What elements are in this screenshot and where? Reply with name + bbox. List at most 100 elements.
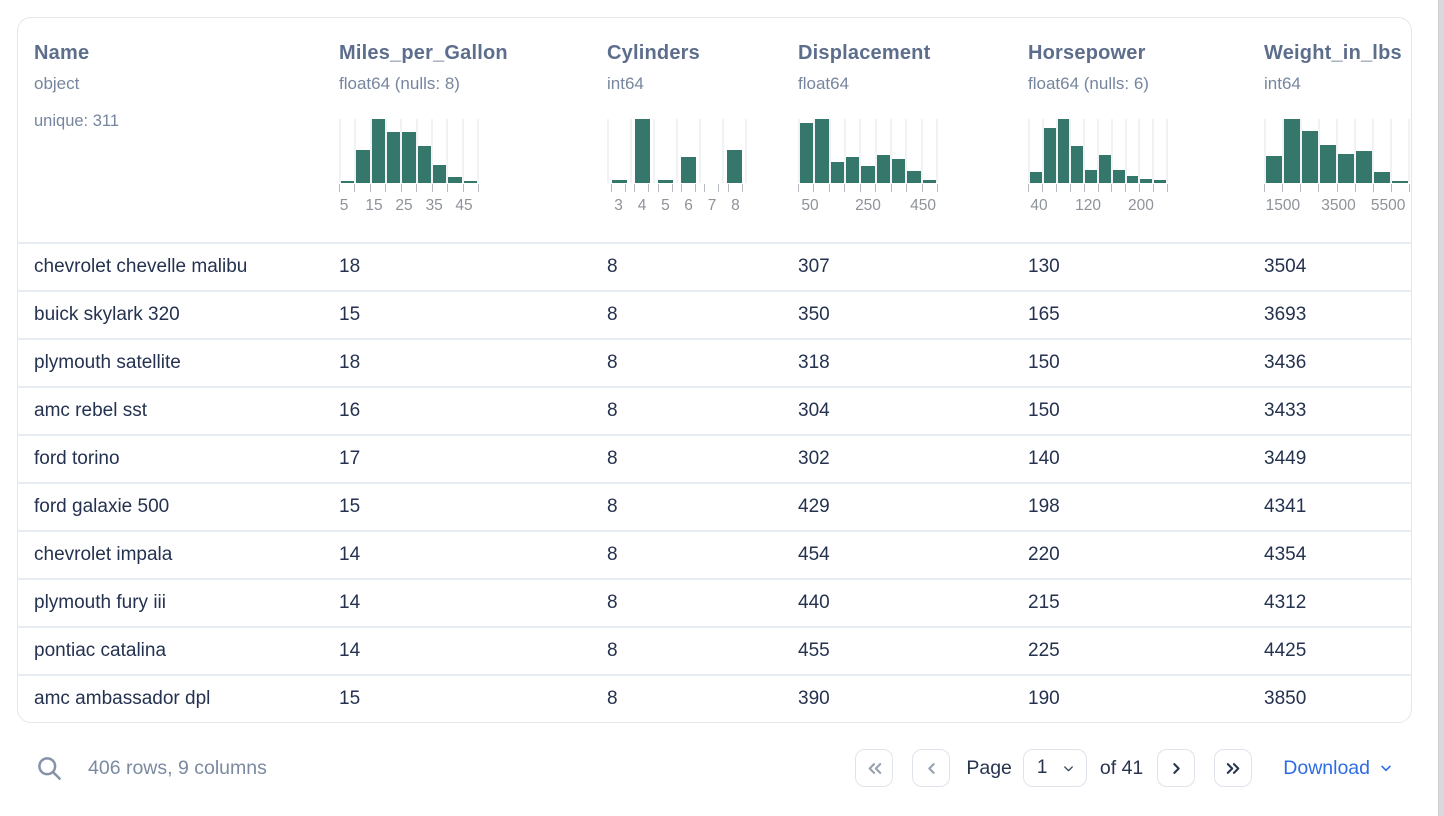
page-select[interactable]: 1	[1022, 749, 1087, 787]
window-edge-scrollbar[interactable]	[1438, 0, 1444, 816]
table-row[interactable]: ford torino 17 8 302 140 3449	[18, 434, 1411, 482]
histogram-bin	[828, 119, 844, 183]
table-cell: 304	[798, 400, 830, 421]
data-table-card: Name object unique: 311 Miles_per_Gallon flo…	[17, 17, 1412, 723]
tick-label: 15	[365, 197, 383, 214]
column-header-miles_per_gallon[interactable]: Miles_per_Gallon float64 (nulls: 8) 5 15 25 3…	[339, 18, 607, 242]
histogram-bar	[1030, 172, 1042, 183]
table-row[interactable]: plymouth fury iii 14 8 440 215 4312	[18, 578, 1411, 626]
histogram-bar	[448, 177, 462, 183]
tick-mark	[1125, 184, 1139, 192]
tick-mark	[1083, 184, 1098, 192]
table-cell: plymouth fury iii	[34, 592, 166, 613]
chevron-down-icon	[1381, 765, 1391, 772]
next-page-button[interactable]	[1157, 749, 1196, 787]
column-header-weight_in_lbs[interactable]: Weight_in_lbs int64 1500 3500 5500	[1264, 18, 1411, 242]
tick-mark	[798, 184, 813, 192]
histogram-miles_per_gallon[interactable]: 5 15 25 35 45	[339, 119, 479, 216]
table-cell: amc ambassador dpl	[34, 688, 211, 709]
histogram-bar	[681, 157, 696, 183]
table-cell: 3504	[1264, 256, 1307, 277]
histogram-bar	[612, 180, 627, 183]
column-dtype: int64	[607, 74, 644, 93]
table-row[interactable]: chevrolet chevelle malibu 18 8 307 130 3504	[18, 242, 1411, 290]
tick-mark	[1264, 184, 1282, 192]
histogram-axis-ticks	[798, 184, 938, 192]
histogram-axis-labels: 5 15 25 35 45	[339, 196, 479, 216]
table-row[interactable]: plymouth satellite 18 8 318 150 3436	[18, 338, 1411, 386]
tick-label: 4	[637, 197, 647, 214]
table-cell: 8	[607, 544, 618, 565]
tick-mark	[1354, 184, 1373, 192]
table-cell: 15	[339, 688, 361, 709]
histogram-bin	[699, 119, 722, 183]
tick-mark	[1139, 184, 1153, 192]
prev-page-button[interactable]	[912, 749, 951, 787]
histogram-bin	[369, 119, 385, 183]
table-row[interactable]: amc rebel sst 16 8 304 150 3433	[18, 386, 1411, 434]
histogram-bar	[658, 180, 673, 183]
histogram-bars	[339, 119, 479, 183]
tick-label: 1500	[1265, 197, 1301, 214]
tick-label: 5	[661, 197, 670, 214]
table-cell: 15	[339, 304, 361, 325]
table-row[interactable]: amc ambassador dpl 15 8 390 190 3850	[18, 674, 1411, 722]
table-cell: 18	[339, 256, 361, 277]
histogram-bin	[722, 119, 745, 183]
table-row[interactable]: ford galaxie 500 15 8 429 198 4341	[18, 482, 1411, 530]
tick-label: 6	[684, 197, 693, 214]
table-cell: 14	[339, 544, 361, 565]
histogram-bar	[432, 165, 447, 183]
tick-mark	[431, 184, 447, 192]
histogram-displacement[interactable]: 50 250 450	[798, 119, 938, 216]
histogram-bar	[386, 132, 401, 183]
histogram-bar	[830, 162, 844, 183]
histogram-weight_in_lbs[interactable]: 1500 3500 5500	[1264, 119, 1410, 216]
table-row[interactable]: buick skylark 320 15 8 350 165 3693	[18, 290, 1411, 338]
column-header-cylinders[interactable]: Cylinders int64 3 4 5 6 7 8	[607, 18, 798, 242]
table-cell: 318	[798, 352, 830, 373]
tick-label: 35	[425, 197, 443, 214]
table-cell: 8	[607, 352, 618, 373]
histogram-bar	[1085, 170, 1097, 183]
table-cell: amc rebel sst	[34, 400, 147, 421]
tick-mark	[654, 184, 677, 192]
search-icon[interactable]	[36, 755, 63, 782]
last-page-button[interactable]	[1214, 749, 1253, 787]
table-row[interactable]: chevrolet impala 14 8 454 220 4354	[18, 530, 1411, 578]
histogram-bar	[1338, 154, 1354, 183]
table-cell: 225	[1028, 640, 1060, 661]
tick-mark	[1300, 184, 1318, 192]
tick-mark	[890, 184, 906, 192]
column-header-name[interactable]: Name object unique: 311	[34, 18, 339, 242]
histogram-bar	[876, 155, 890, 183]
histogram-bar	[356, 150, 370, 183]
histogram-bin	[1028, 119, 1042, 183]
histogram-bin	[1083, 119, 1097, 183]
histogram-bar	[1057, 119, 1070, 183]
tick-mark	[875, 184, 890, 192]
histogram-bar	[1374, 172, 1390, 183]
download-button[interactable]: Download	[1283, 757, 1394, 780]
tick-label: 5500	[1370, 197, 1406, 214]
tick-mark	[859, 184, 875, 192]
tick-label: 8	[731, 197, 740, 214]
table-cell: 150	[1028, 400, 1060, 421]
first-page-button[interactable]	[855, 749, 894, 787]
tick-mark	[844, 184, 859, 192]
histogram-bin	[400, 119, 416, 183]
table-row[interactable]: pontiac catalina 14 8 455 225 4425	[18, 626, 1411, 674]
histogram-bin	[653, 119, 676, 183]
tick-label: 25	[395, 197, 413, 214]
table-cell: 3433	[1264, 400, 1307, 421]
column-header-displacement[interactable]: Displacement float64 50 250 450	[798, 18, 1028, 242]
table-cell: chevrolet impala	[34, 544, 173, 565]
histogram-bin	[461, 119, 477, 183]
tick-mark	[400, 184, 416, 192]
histogram-horsepower[interactable]: 40 120 200	[1028, 119, 1168, 216]
column-header-horsepower[interactable]: Horsepower float64 (nulls: 6) 40 120 200	[1028, 18, 1264, 242]
tick-mark	[677, 184, 700, 192]
table-cell: 190	[1028, 688, 1060, 709]
